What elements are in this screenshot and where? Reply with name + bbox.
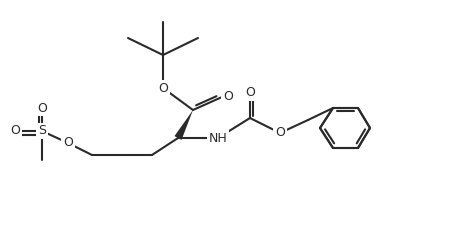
Text: O: O: [10, 124, 20, 138]
Text: O: O: [37, 101, 47, 114]
Text: O: O: [223, 91, 233, 104]
Text: S: S: [38, 124, 46, 138]
Polygon shape: [174, 110, 193, 140]
Text: O: O: [63, 136, 73, 150]
Text: NH: NH: [209, 131, 227, 145]
Text: O: O: [275, 126, 285, 140]
Text: O: O: [158, 81, 168, 94]
Text: O: O: [245, 86, 255, 99]
